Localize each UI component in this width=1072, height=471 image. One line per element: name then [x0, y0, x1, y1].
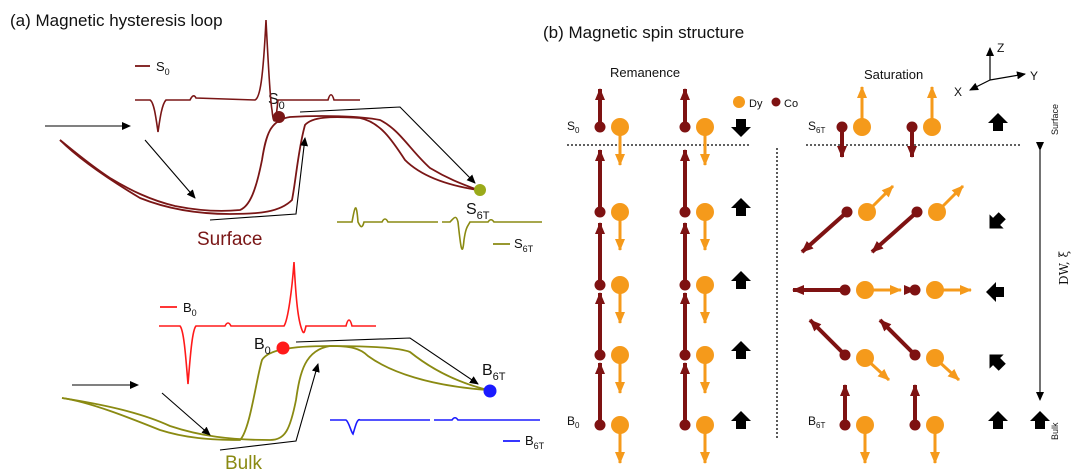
remanence-label: Remanence	[610, 65, 680, 80]
b0-point-label: B0	[254, 336, 271, 357]
rem-c0-r0-dy-atom	[611, 118, 629, 136]
sat-c0-r1-co-arrow	[800, 210, 849, 254]
rem-c1-r3-dy-atom	[696, 346, 714, 364]
legend-s6t: S6T	[514, 236, 534, 254]
sat-c1-r4-co-atom	[909, 419, 921, 431]
axis-y: Y	[1030, 69, 1038, 83]
sat-c1-r2-co-atom	[909, 284, 921, 296]
sat-c0-r4-dy-atom	[856, 416, 874, 434]
panel-b-title: (b) Magnetic spin structure	[543, 23, 744, 42]
rem-c0-r2-dy-atom	[611, 276, 629, 294]
sat-c1-r2-dy-atom	[926, 281, 944, 299]
sat-net-arrow-2	[986, 282, 1004, 302]
legend-s0: S0	[156, 59, 170, 77]
dw-label: DW, ξ	[1057, 251, 1071, 285]
sat-c1-r3-co-atom	[909, 349, 921, 361]
saturation-label: Saturation	[864, 67, 923, 82]
sat-c1-r0-dy-atom	[923, 118, 941, 136]
row-label-b6t: B6T	[808, 414, 825, 430]
rem-c1-r4-dy-atom	[696, 416, 714, 434]
bulk-net-arrow	[1030, 411, 1050, 429]
legend-dy-marker	[733, 96, 745, 108]
rem-net-arrow-surface	[731, 119, 751, 137]
sat-c1-r1-co-arrow	[870, 210, 919, 254]
row-label-s0: S0	[567, 119, 580, 135]
bulk-loop	[61, 345, 489, 441]
rem-c0-r3-co-atom	[594, 349, 606, 361]
rem-c1-r2-co-atom	[679, 279, 691, 291]
s0-spectrum	[135, 19, 360, 133]
rem-net-arrow-1	[731, 271, 751, 289]
surface-s6t-point	[474, 184, 486, 196]
sat-c0-r0-dy-atom	[853, 118, 871, 136]
rem-c0-r4-co-atom	[594, 419, 606, 431]
surface-loop	[59, 115, 479, 215]
rem-net-arrow-2	[731, 341, 751, 359]
sat-c0-r1-dy-atom	[858, 203, 876, 221]
bulk-label: Bulk	[225, 453, 262, 471]
row-label-s6t: S6T	[808, 119, 825, 135]
rem-c1-r0-co-atom	[679, 121, 691, 133]
bulk-arrows	[72, 337, 479, 451]
rem-c1-r1-co-atom	[679, 206, 691, 218]
legend-b0: B0	[183, 300, 197, 318]
b6t-spectrum	[330, 416, 540, 436]
s6t-point-label: S6T	[466, 201, 490, 222]
rem-net-arrow-0	[731, 198, 751, 216]
rem-c0-r1-co-atom	[594, 206, 606, 218]
panel-a-title: (a) Magnetic hysteresis loop	[10, 11, 223, 30]
sat-net-arrow-3	[989, 354, 1006, 371]
sat-net-arrow-surface	[988, 113, 1008, 131]
spin-lattice	[594, 86, 1050, 464]
rem-c1-r1-dy-atom	[696, 203, 714, 221]
sat-c0-r2-dy-atom	[856, 281, 874, 299]
sat-c0-r0-co-atom	[836, 121, 848, 133]
b0-spectrum	[159, 261, 376, 385]
sat-c0-r1-co-atom	[841, 206, 853, 218]
legend-dy: Dy	[749, 98, 763, 110]
rem-c0-r4-dy-atom	[611, 416, 629, 434]
sat-c0-r3-co-atom	[839, 349, 851, 361]
legend-b6t: B6T	[525, 433, 545, 451]
legend-co: Co	[784, 98, 798, 110]
sat-c1-r3-co-arrow	[878, 318, 917, 357]
rem-c1-r2-dy-atom	[696, 276, 714, 294]
rem-net-arrow-3	[731, 411, 751, 429]
rem-c0-r1-dy-atom	[611, 203, 629, 221]
b6t-point-label: B6T	[482, 362, 506, 383]
rem-c0-r2-co-atom	[594, 279, 606, 291]
rem-c1-r4-co-atom	[679, 419, 691, 431]
bulk-b6t-point	[483, 384, 497, 398]
bulk-b0-point	[276, 341, 290, 355]
legend-co-marker	[771, 97, 781, 107]
sat-c1-r3-dy-atom	[926, 349, 944, 367]
axis-z: Z	[997, 41, 1004, 55]
sat-net-arrow-4	[988, 411, 1008, 429]
sat-c1-r1-dy-atom	[928, 203, 946, 221]
rem-c0-r0-co-atom	[594, 121, 606, 133]
row-label-b0: B0	[567, 414, 580, 430]
surface-label: Surface	[197, 229, 262, 250]
sat-c0-r4-co-atom	[839, 419, 851, 431]
rem-c1-r3-co-atom	[679, 349, 691, 361]
sat-c0-r2-co-atom	[839, 284, 851, 296]
sat-c1-r4-dy-atom	[926, 416, 944, 434]
axis-x: X	[954, 85, 962, 99]
axis-triad	[969, 47, 1026, 91]
sat-c0-r3-dy-atom	[856, 349, 874, 367]
sat-c0-r3-co-arrow	[808, 318, 847, 357]
rem-c1-r0-dy-atom	[696, 118, 714, 136]
surface-side-label: Surface	[1050, 104, 1060, 135]
s0-point-label: S0	[268, 91, 285, 112]
surface-arrows	[45, 106, 476, 221]
rem-c0-r3-dy-atom	[611, 346, 629, 364]
sat-net-arrow-1	[989, 212, 1006, 229]
bulk-side-label: Bulk	[1050, 422, 1060, 440]
s6t-spectrum	[337, 207, 542, 250]
sat-c1-r0-co-atom	[906, 121, 918, 133]
sat-c1-r1-co-atom	[911, 206, 923, 218]
